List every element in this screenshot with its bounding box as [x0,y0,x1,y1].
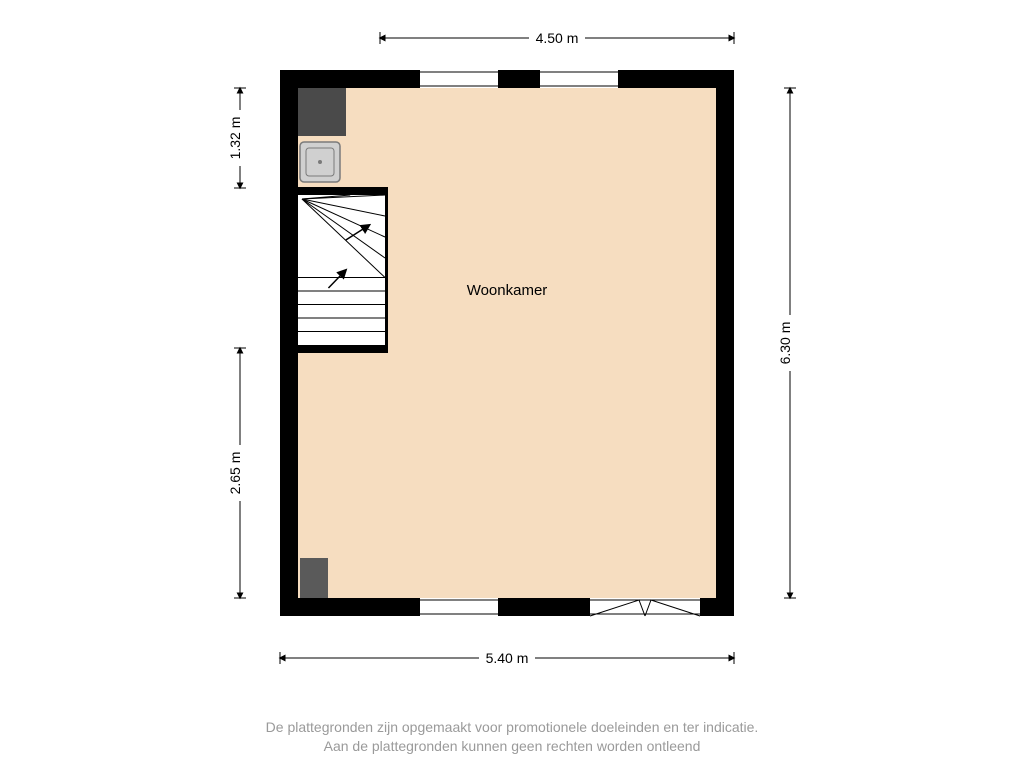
wall-segment [498,70,540,88]
dimension-label: 5.40 m [486,650,529,666]
closet-block [300,558,328,598]
floor-plan-svg: Woonkamer 4.50 m 5.40 m 1.32 m 2.65 m 6.30 m [0,0,1024,768]
sink-drain [318,160,322,164]
disclaimer-line1: De plattegronden zijn opgemaakt voor pro… [266,719,759,735]
dimension-label: 2.65 m [227,452,243,495]
room-label-woonkamer: Woonkamer [467,282,548,299]
dimension-label: 1.32 m [227,117,243,160]
disclaimer-text: De plattegronden zijn opgemaakt voor pro… [0,718,1024,756]
floor-plan-stage: Woonkamer4.50 m5.40 m1.32 m2.65 m6.30 m … [0,0,1024,768]
wall-segment [280,70,420,88]
wall-segment [280,187,388,195]
wall-segment [498,598,590,616]
dimension-label: 6.30 m [777,322,793,365]
wall-segment [280,345,388,353]
corner-block [298,88,346,136]
dimension-line: 2.65 m [227,348,250,598]
wall-segment [280,70,298,616]
dimension-line: 5.40 m [280,648,734,668]
dimension-line: 1.32 m [227,88,250,188]
dimension-line: 4.50 m [380,28,734,48]
dimension-label: 4.50 m [536,30,579,46]
wall-segment [385,187,388,353]
disclaimer-line2: Aan de plattegronden kunnen geen rechten… [324,738,701,754]
dimension-line: 6.30 m [777,88,800,598]
wall-segment [716,70,734,616]
wall-segment [280,598,420,616]
